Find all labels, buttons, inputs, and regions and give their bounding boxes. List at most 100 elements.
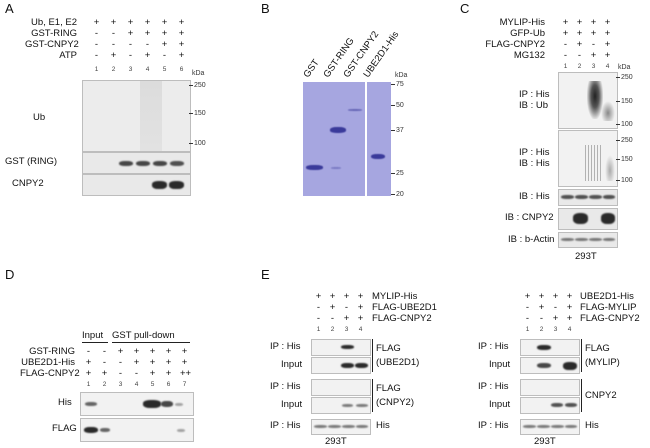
condition-mark: - [94,39,99,50]
mw-marker: 100 [194,140,206,147]
lane-number: 2 [577,63,582,70]
panel-label-a: A [5,1,14,16]
cond-label: UBE2D1-His [580,291,634,302]
condition-mark: + [110,50,117,61]
condition-mark: + [552,291,559,302]
cond-label: MYLIP-His [499,17,545,28]
mw-marker: 250 [621,137,633,144]
lane-number: 3 [118,381,123,388]
blot-label: CNPY2 [12,178,44,189]
lane-number: 4 [145,66,150,73]
condition-mark: + [576,17,583,28]
cond-label: FLAG-CNPY2 [372,313,432,324]
blot-e-left-4 [311,397,371,414]
condition-mark: - [553,302,558,313]
cond-label: GST-CNPY2 [25,39,79,50]
cond-label: Ub, E1, E2 [31,17,77,28]
lane-number: 7 [182,381,187,388]
blot-cnpy2 [82,174,191,196]
lane-number: 5 [150,381,155,388]
panel-label-c: C [460,1,470,16]
lane-number: 1 [525,326,530,333]
cond-label: FLAG-CNPY2 [485,39,545,50]
blot-e-right-2 [520,357,580,374]
condition-mark: + [524,291,531,302]
lane-number: 4 [605,63,610,70]
condition-mark: + [329,291,336,302]
condition-mark: + [117,346,124,357]
condition-mark: - [134,368,139,379]
cond-label: FLAG-CNPY2 [20,368,80,379]
condition-mark: + [149,346,156,357]
condition-mark: + [149,368,156,379]
condition-mark: - [145,39,150,50]
lane-number: 1 [86,381,91,388]
condition-mark: + [604,28,611,39]
cond-label: GST-RING [29,346,75,357]
mw-marker: 20 [396,191,404,198]
lane-number: 1 [94,66,99,73]
condition-mark: + [165,368,172,379]
condition-mark: ++ [180,368,192,379]
lane-number: 3 [591,63,596,70]
mw-marker: 50 [396,102,404,109]
header-input: Input [82,330,104,341]
condition-mark: + [604,17,611,28]
condition-mark: - [128,39,133,50]
row-label: Input [281,359,303,370]
panel-label-d: D [5,267,15,282]
mw-marker: 100 [621,177,633,184]
condition-mark: + [133,346,140,357]
kda-label: kDa [618,64,631,71]
condition-mark: + [178,17,185,28]
lane-number: 6 [179,66,184,73]
blot-e-right-5 [520,419,580,435]
condition-mark: + [161,28,168,39]
condition-mark: + [149,357,156,368]
condition-mark: + [343,313,350,324]
cond-label: MYLIP-His [372,291,418,302]
group-label: His [376,420,390,431]
condition-mark: + [165,346,172,357]
mw-marker: 150 [621,156,633,163]
lane-number: 3 [553,326,558,333]
header-pulldown: GST pull-down [112,330,175,341]
blot-ip-his-ib-his [558,130,618,187]
row-label: IP : His [478,341,509,352]
condition-mark: + [562,17,569,28]
lane-number: 2 [539,326,544,333]
condition-mark: - [539,313,544,324]
blot-label: IB : His [519,158,550,169]
blot-label: IP : His [519,89,550,100]
condition-mark: + [178,39,185,50]
lane-number: 4 [358,326,363,333]
condition-mark: + [161,17,168,28]
condition-mark: + [343,291,350,302]
lane-number: 3 [344,326,349,333]
panel-label-e: E [261,267,270,282]
blot-e-left-1 [311,339,371,356]
group-label: FLAG [376,343,401,354]
condition-mark: + [315,291,322,302]
gel-ube2d1-lane [367,82,391,196]
condition-mark: + [144,17,151,28]
panel-label-b: B [261,1,270,16]
blot-label: FLAG [52,423,77,434]
group-label: (CNPY2) [376,397,415,408]
condition-mark: + [590,17,597,28]
mw-marker: 150 [621,98,633,105]
blot-e-left-5 [311,419,371,435]
row-label: Input [281,399,303,410]
lane-number: 2 [111,66,116,73]
blot-label: IB : CNPY2 [505,212,554,223]
blot-ib-cnpy2 [558,208,618,230]
blot-ib-his [558,189,618,206]
condition-mark: + [144,28,151,39]
blot-label: IB : His [519,191,550,202]
condition-mark: + [566,302,573,313]
condition-mark: + [133,357,140,368]
cond-label: UBE2D1-His [21,357,75,368]
condition-mark: + [178,28,185,39]
cond-label: FLAG-MYLIP [580,302,637,313]
condition-mark: - [94,28,99,39]
